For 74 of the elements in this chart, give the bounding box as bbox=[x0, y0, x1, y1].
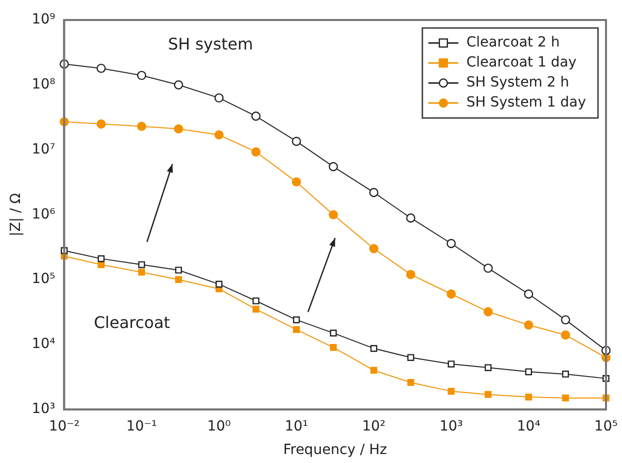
point bbox=[252, 297, 260, 304]
x-tick-label: 10³ bbox=[439, 418, 463, 434]
x-axis-title: Frequency / Hz bbox=[283, 442, 388, 458]
annotation: SH system bbox=[168, 34, 254, 54]
x-tick-label: 10⁵ bbox=[594, 418, 618, 434]
point bbox=[524, 289, 534, 299]
point bbox=[562, 370, 569, 378]
point bbox=[328, 162, 338, 172]
legend-label: SH System 1 day bbox=[466, 94, 586, 111]
point bbox=[562, 394, 569, 402]
y-tick-label: 10⁴ bbox=[32, 336, 56, 352]
point bbox=[370, 344, 378, 352]
point bbox=[292, 177, 302, 187]
point bbox=[560, 315, 570, 324]
point bbox=[98, 255, 105, 262]
point bbox=[406, 213, 416, 223]
y-tick-label: 10⁸ bbox=[32, 76, 56, 93]
y-axis-title: |Z| / Ω bbox=[8, 192, 24, 236]
point bbox=[138, 261, 146, 268]
x-tick-label: 10⁻² bbox=[48, 418, 80, 434]
point bbox=[174, 80, 184, 90]
point bbox=[446, 289, 456, 299]
point bbox=[484, 364, 492, 372]
annotation: Clearcoat bbox=[94, 312, 170, 332]
point bbox=[448, 360, 455, 368]
point bbox=[525, 394, 532, 400]
x-tick-label: 10⁴ bbox=[516, 418, 541, 434]
point bbox=[330, 344, 337, 351]
point bbox=[175, 266, 182, 274]
point bbox=[251, 112, 261, 121]
point bbox=[214, 93, 224, 103]
point bbox=[138, 268, 146, 276]
legend-label: Clearcoat 2 h bbox=[466, 34, 560, 51]
point bbox=[448, 388, 455, 395]
point bbox=[328, 210, 338, 220]
point bbox=[96, 64, 106, 73]
point bbox=[484, 307, 493, 316]
y-tick-label: 10⁶ bbox=[32, 206, 56, 222]
y-tick-label: 10⁵ bbox=[32, 271, 56, 288]
point bbox=[524, 320, 534, 330]
x-tick-label: 10¹ bbox=[284, 418, 308, 434]
point bbox=[407, 354, 414, 361]
y-tick-label: 10⁹ bbox=[32, 12, 56, 28]
point bbox=[174, 124, 184, 134]
point bbox=[406, 270, 416, 280]
point bbox=[484, 264, 493, 273]
x-tick-label: 10² bbox=[362, 418, 386, 434]
point bbox=[96, 119, 106, 129]
point bbox=[175, 276, 182, 284]
point bbox=[216, 280, 222, 288]
x-tick-label: 10⁻¹ bbox=[126, 418, 158, 434]
point bbox=[369, 188, 378, 198]
point bbox=[252, 306, 260, 313]
point bbox=[560, 330, 570, 340]
point bbox=[214, 130, 224, 140]
point bbox=[98, 261, 105, 268]
y-tick-label: 10³ bbox=[32, 401, 56, 418]
point bbox=[292, 316, 300, 324]
y-tick-label: 10⁷ bbox=[32, 141, 56, 158]
x-tick-label: 10⁰ bbox=[207, 418, 232, 434]
point bbox=[525, 368, 532, 376]
legend-label: SH System 2 h bbox=[466, 74, 570, 91]
point bbox=[251, 147, 261, 156]
point bbox=[446, 238, 456, 248]
point bbox=[370, 366, 378, 374]
legend-label: Clearcoat 1 day bbox=[466, 54, 577, 71]
point bbox=[484, 391, 492, 398]
point bbox=[137, 122, 146, 131]
point bbox=[137, 70, 146, 80]
point bbox=[292, 136, 302, 146]
point bbox=[292, 326, 300, 333]
point bbox=[330, 330, 337, 336]
point bbox=[369, 244, 378, 254]
point bbox=[407, 379, 414, 386]
